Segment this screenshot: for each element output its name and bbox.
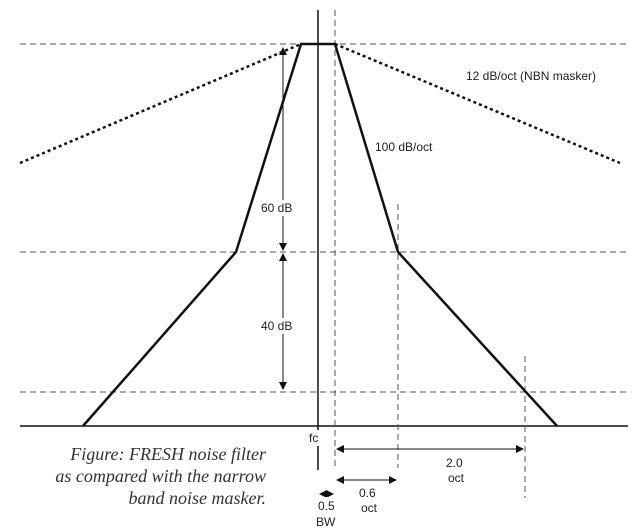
label-60db: 60 dB [261,201,292,215]
label-fc: fc [309,431,318,445]
caption-line-1: Figure: FRESH noise filter [70,444,266,464]
label-fc-backing [307,430,329,446]
label-fresh-slope: 100 dB/oct [375,140,433,154]
label-0-5-backing [315,497,339,529]
label-0-5: 0.5 [318,499,335,513]
caption-line-2: as compared with the narrow [55,466,266,486]
label-0-5-unit: BW [316,515,336,529]
nbn-slope-left [19,42,302,165]
label-0-6-unit: oct [361,501,378,515]
figure-caption: Figure: FRESH noise filter as compared w… [0,443,266,509]
label-40db-backing [260,318,304,334]
caption-line-3: band noise masker. [128,488,267,508]
label-2-0-unit: oct [448,471,465,485]
fresh-filter-curve [82,42,558,427]
label-nbn-slope: 12 dB/oct (NBN masker) [466,69,596,83]
label-40db: 40 dB [261,319,292,333]
label-60db-backing [260,200,304,216]
label-2-0: 2.0 [446,456,463,470]
label-0-6: 0.6 [359,486,376,500]
